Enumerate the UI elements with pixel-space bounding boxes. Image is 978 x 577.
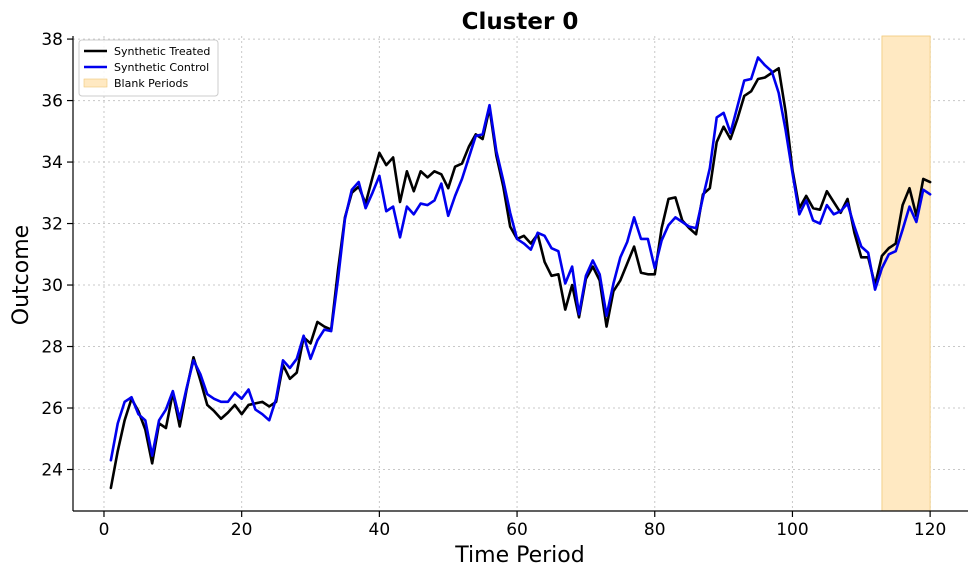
x-axis-title: Time Period — [454, 543, 584, 568]
y-axis-title: Outcome — [9, 225, 34, 325]
blank-period-band — [881, 35, 931, 512]
chart-title: Cluster 0 — [462, 9, 579, 35]
series-layer — [109, 56, 932, 490]
series-line-synthetic-treated — [109, 66, 932, 490]
y-tick-label: 24 — [41, 460, 63, 480]
y-tick-label: 32 — [41, 215, 63, 235]
x-tick-label: 120 — [914, 520, 946, 540]
y-tick-label: 36 — [41, 92, 63, 112]
legend-label: Synthetic Control — [114, 61, 209, 74]
legend-patch-swatch — [83, 78, 108, 88]
grid — [73, 36, 968, 511]
series-line-synthetic-control — [109, 56, 932, 462]
legend-entry-synthetic-control: Synthetic Control — [84, 61, 209, 74]
y-tick-label: 38 — [41, 30, 63, 50]
axes — [67, 36, 968, 517]
x-tick-label: 60 — [506, 520, 528, 540]
legend-label: Blank Periods — [114, 77, 188, 90]
y-tick-label: 34 — [41, 153, 63, 173]
legend: Synthetic Treated Synthetic Control Blank … — [78, 39, 219, 97]
blank-period-band-layer — [881, 35, 931, 512]
x-tick-label: 40 — [369, 520, 391, 540]
y-tick-label: 28 — [41, 338, 63, 358]
y-tick-label: 26 — [41, 399, 63, 419]
legend-label: Synthetic Treated — [114, 45, 210, 58]
x-tick-label: 20 — [231, 520, 253, 540]
y-tick-label: 30 — [41, 276, 63, 296]
legend-entry-blank-periods: Blank Periods — [83, 77, 188, 90]
x-tick-label: 80 — [644, 520, 666, 540]
legend-box — [78, 39, 219, 97]
legend-entry-synthetic-treated: Synthetic Treated — [84, 45, 210, 58]
x-tick-label: 0 — [99, 520, 110, 540]
x-tick-label: 100 — [776, 520, 808, 540]
tick-labels: 0 20 40 60 80 100 120 24 26 28 30 32 34 36 38 — [41, 30, 946, 540]
